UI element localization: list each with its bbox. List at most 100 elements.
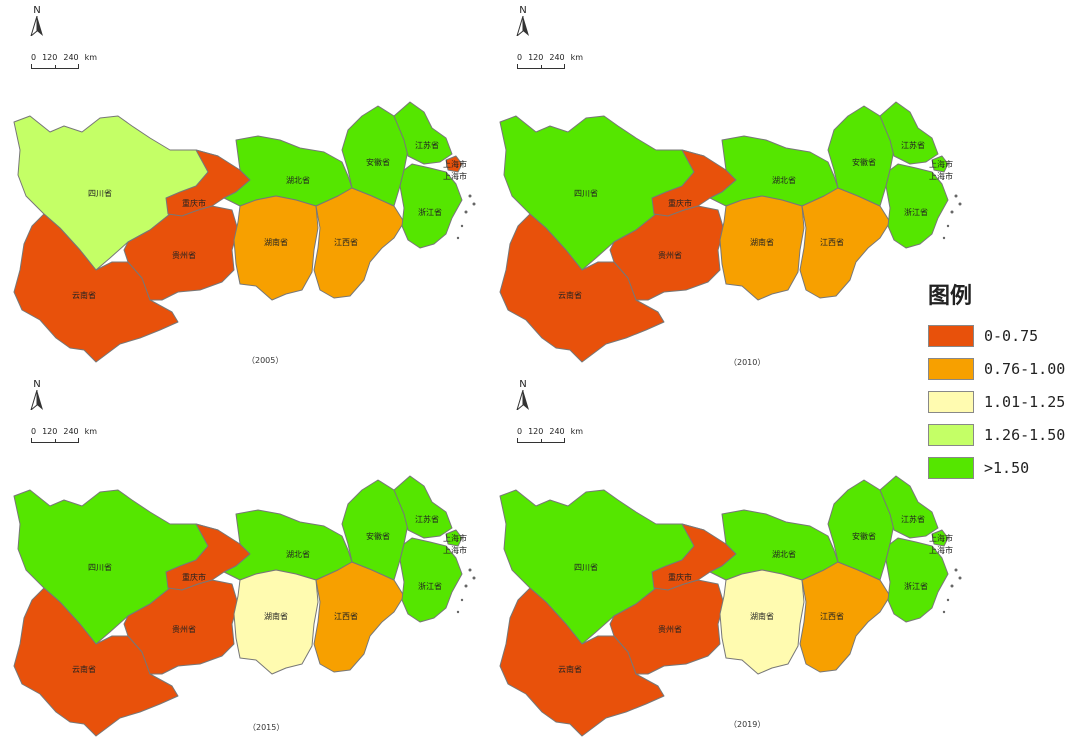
label-sichuan: 四川省 <box>574 562 598 572</box>
north-letter: N <box>33 379 41 390</box>
island-mark <box>954 568 958 572</box>
scale-label: 240 <box>549 53 565 62</box>
province-shanghai[interactable] <box>445 529 463 547</box>
label-shanghai: 上海市 <box>443 159 467 169</box>
scale-bar: 0 120 240 km <box>31 53 121 69</box>
north-letter: N <box>519 379 527 390</box>
legend-swatch <box>928 390 974 413</box>
north-letter: N <box>519 5 527 16</box>
scale-label: km <box>84 53 98 62</box>
province-yunnan[interactable] <box>13 213 179 363</box>
label-shanghai-2: 上海市 <box>929 171 953 181</box>
province-shanghai[interactable] <box>931 529 949 547</box>
label-sichuan: 四川省 <box>574 188 598 198</box>
label-shanghai-2: 上海市 <box>443 171 467 181</box>
island-mark <box>472 202 476 206</box>
map-panel-2010: N 0 120 240 km <box>486 0 1026 374</box>
scale-label: km <box>84 427 98 436</box>
label-chongqing: 重庆市 <box>668 198 692 208</box>
label-zhejiang: 浙江省 <box>418 207 442 217</box>
label-zhejiang: 浙江省 <box>904 207 928 217</box>
scale-label: 240 <box>63 427 79 436</box>
label-shanghai-2: 上海市 <box>443 545 467 555</box>
label-hubei: 湖北省 <box>772 175 796 185</box>
province-hubei[interactable] <box>709 509 839 581</box>
scale-bar-graphic <box>31 64 79 69</box>
legend-label: 0-0.75 <box>984 326 1039 345</box>
island-mark <box>958 576 962 580</box>
province-yunnan[interactable] <box>13 587 179 737</box>
province-hubei[interactable] <box>709 135 839 207</box>
scale-label: 0 <box>517 427 523 436</box>
scale-label: 120 <box>528 53 544 62</box>
label-shanghai: 上海市 <box>929 159 953 169</box>
island-mark <box>456 236 460 240</box>
province-hunan[interactable] <box>719 569 805 675</box>
year-caption: （2010） <box>729 358 766 367</box>
label-anhui: 安徽省 <box>366 531 390 541</box>
label-anhui: 安徽省 <box>852 157 876 167</box>
province-shanghai[interactable] <box>931 155 949 173</box>
north-arrow-icon: N <box>515 380 531 413</box>
legend-item: 0.76-1.00 <box>928 357 1078 380</box>
label-hunan: 湖南省 <box>750 237 774 247</box>
province-hunan[interactable] <box>719 195 805 301</box>
province-jiangsu[interactable] <box>393 101 453 165</box>
label-anhui: 安徽省 <box>852 531 876 541</box>
island-mark <box>464 210 468 214</box>
province-zhejiang[interactable] <box>399 163 463 249</box>
label-hunan: 湖南省 <box>264 237 288 247</box>
label-yunnan: 云南省 <box>72 664 96 674</box>
province-shanghai[interactable] <box>445 155 463 173</box>
scale-label: 120 <box>42 53 58 62</box>
island-mark <box>468 194 472 198</box>
province-jiangsu[interactable] <box>879 101 939 165</box>
legend-swatch <box>928 324 974 347</box>
label-shanghai: 上海市 <box>929 533 953 543</box>
label-sichuan: 四川省 <box>88 188 112 198</box>
year-caption: （2015） <box>248 723 285 732</box>
scale-label: 0 <box>517 53 523 62</box>
island-mark <box>460 598 464 602</box>
province-hunan[interactable] <box>233 569 319 675</box>
label-shanghai-2: 上海市 <box>929 545 953 555</box>
label-jiangxi: 江西省 <box>820 237 844 247</box>
legend-swatch <box>928 357 974 380</box>
province-map: 四川省 云南省 贵州省 重庆市 湖北省 湖南省 江西省 安徽省 江苏省 浙江省 … <box>499 475 962 737</box>
scale-label: km <box>570 53 584 62</box>
legend-label: 1.26-1.50 <box>984 425 1066 444</box>
label-zhejiang: 浙江省 <box>418 581 442 591</box>
label-yunnan: 云南省 <box>558 290 582 300</box>
island-mark <box>468 568 472 572</box>
label-anhui: 安徽省 <box>366 157 390 167</box>
province-zhejiang[interactable] <box>885 537 949 623</box>
north-arrow-icon: N <box>29 6 45 39</box>
province-jiangsu[interactable] <box>393 475 453 539</box>
map-panel-2019: N 0 120 240 km <box>486 374 1026 748</box>
label-chongqing: 重庆市 <box>182 572 206 582</box>
island-mark <box>460 224 464 228</box>
province-jiangsu[interactable] <box>879 475 939 539</box>
label-yunnan: 云南省 <box>72 290 96 300</box>
map-panel-2015: N 0 120 240 km <box>0 374 540 748</box>
province-zhejiang[interactable] <box>399 537 463 623</box>
province-hunan[interactable] <box>233 195 319 301</box>
legend-item: 1.01-1.25 <box>928 390 1078 413</box>
label-chongqing: 重庆市 <box>182 198 206 208</box>
island-mark <box>946 224 950 228</box>
label-jiangsu: 江苏省 <box>415 140 439 150</box>
province-hubei[interactable] <box>223 509 353 581</box>
label-guizhou: 贵州省 <box>172 250 196 260</box>
label-hubei: 湖北省 <box>286 175 310 185</box>
legend-item: 0-0.75 <box>928 324 1078 347</box>
province-zhejiang[interactable] <box>885 163 949 249</box>
scale-label: 120 <box>42 427 58 436</box>
label-zhejiang: 浙江省 <box>904 581 928 591</box>
province-yunnan[interactable] <box>499 587 665 737</box>
legend-swatch <box>928 423 974 446</box>
province-yunnan[interactable] <box>499 213 665 363</box>
legend-swatch <box>928 456 974 479</box>
scale-bar-graphic <box>31 438 79 443</box>
province-map: 四川省 云南省 贵州省 重庆市 湖北省 湖南省 江西省 安徽省 江苏省 浙江省 … <box>13 101 476 363</box>
province-hubei[interactable] <box>223 135 353 207</box>
